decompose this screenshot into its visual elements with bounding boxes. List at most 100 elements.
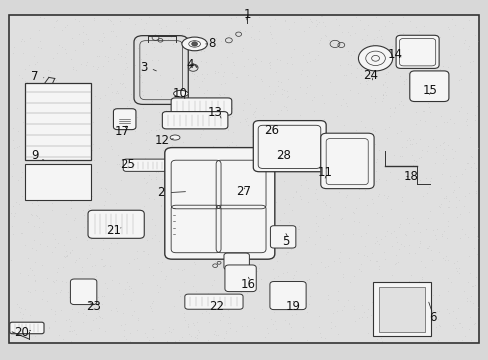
Point (48, 249, 56, 255)
Point (295, 223, 303, 229)
Point (391, 261, 399, 267)
Point (150, 222, 158, 228)
FancyBboxPatch shape (88, 210, 144, 238)
Point (183, 185, 191, 191)
Point (261, 334, 268, 340)
Point (154, 169, 162, 175)
Point (467, 90, 474, 95)
Point (458, 226, 466, 232)
Point (98, 38, 106, 44)
Point (430, 160, 438, 166)
Point (302, 300, 309, 306)
Point (243, 290, 250, 296)
Text: 3: 3 (140, 61, 148, 74)
Point (234, 233, 242, 239)
Point (394, 101, 402, 107)
Point (368, 196, 376, 202)
Point (428, 307, 436, 313)
Point (26, 289, 34, 295)
Point (275, 58, 283, 63)
Point (281, 17, 288, 23)
Point (272, 327, 280, 332)
Point (14, 128, 22, 134)
Point (292, 268, 300, 274)
Point (286, 54, 294, 60)
Point (99, 263, 107, 269)
Point (425, 309, 433, 315)
Point (388, 305, 396, 311)
Point (60, 242, 68, 247)
Point (48, 207, 56, 213)
Point (122, 41, 129, 47)
Point (273, 258, 281, 264)
Point (19, 311, 27, 317)
Point (376, 33, 384, 39)
Point (185, 108, 193, 114)
Point (73, 103, 81, 109)
Point (37, 185, 44, 190)
Point (128, 208, 136, 213)
Point (149, 334, 157, 340)
Point (232, 31, 240, 37)
Point (309, 129, 317, 135)
Point (391, 306, 399, 311)
Point (59, 114, 67, 120)
Point (84, 284, 92, 289)
Point (72, 91, 80, 97)
Point (192, 181, 200, 187)
Point (109, 28, 117, 34)
Point (357, 118, 365, 123)
Point (419, 108, 427, 114)
Point (200, 48, 208, 54)
Point (268, 35, 276, 41)
Point (349, 306, 357, 312)
Point (372, 336, 380, 342)
Point (221, 178, 228, 184)
Point (138, 88, 146, 94)
Point (52, 18, 60, 23)
Point (303, 131, 311, 136)
Point (53, 18, 61, 23)
Point (165, 30, 173, 36)
Point (82, 192, 90, 198)
Point (166, 127, 174, 133)
Point (122, 41, 130, 47)
Point (134, 318, 142, 323)
Point (62, 253, 70, 259)
Point (311, 228, 319, 234)
Point (72, 257, 80, 263)
Point (95, 37, 103, 42)
Point (117, 177, 125, 183)
Point (192, 217, 200, 223)
Point (67, 198, 75, 204)
Point (249, 62, 257, 67)
Point (76, 154, 83, 160)
Point (75, 18, 82, 23)
Point (408, 37, 416, 42)
Point (85, 146, 93, 152)
Point (371, 234, 379, 240)
Point (271, 199, 279, 205)
Point (201, 253, 209, 258)
Point (231, 30, 239, 35)
Point (203, 71, 210, 77)
Point (362, 81, 370, 87)
Point (408, 162, 416, 168)
Point (321, 23, 328, 28)
Point (469, 321, 477, 327)
FancyBboxPatch shape (184, 294, 243, 309)
Point (149, 327, 157, 332)
Point (98, 315, 105, 321)
Point (192, 167, 200, 173)
Point (278, 91, 285, 96)
Point (31, 276, 39, 282)
Point (119, 71, 127, 77)
Point (417, 147, 425, 153)
Point (115, 280, 123, 286)
Point (440, 146, 447, 152)
Point (437, 231, 445, 237)
Point (161, 276, 169, 282)
Point (35, 216, 42, 221)
Point (203, 116, 210, 122)
Point (284, 320, 292, 326)
